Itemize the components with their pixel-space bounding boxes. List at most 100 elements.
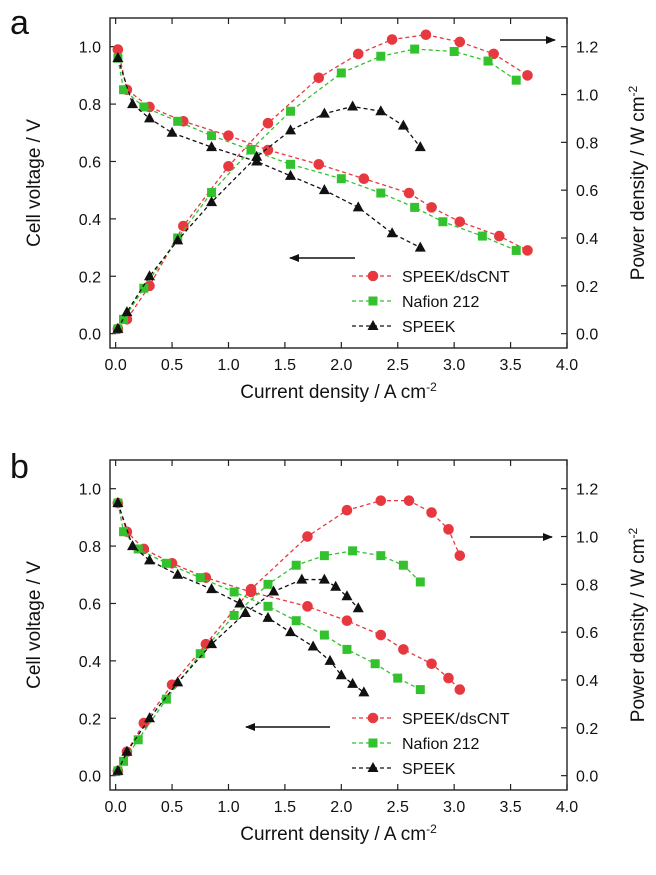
voltage-point-speek [324, 654, 336, 665]
y-left-tick-label: 0.6 [79, 596, 101, 613]
x-tick-label: 0.0 [105, 357, 127, 374]
x-axis-label-sup: -2 [426, 380, 437, 394]
y-right-axis-label: Power density / W cm-2 [626, 527, 649, 722]
power-point-nafion-212 [348, 546, 358, 556]
power-point-speek [330, 580, 342, 591]
power-point-nafion-212 [410, 44, 420, 54]
power-point-speek [397, 119, 409, 130]
voltage-point-nafion-212 [133, 544, 143, 554]
legend-marker-speek [367, 762, 379, 772]
power-point-nafion-212 [286, 106, 296, 116]
voltage-point-nafion-212 [336, 174, 346, 184]
power-point-speek [268, 585, 280, 596]
y-right-tick-label: 0.0 [576, 769, 598, 786]
voltage-point-speek [318, 184, 330, 195]
power-point-speek [347, 100, 359, 111]
x-tick-label: 0.5 [161, 357, 183, 374]
y-left-tick-label: 1.0 [79, 482, 101, 499]
y-left-tick-label: 0.8 [79, 539, 101, 556]
x-tick-label: 0.5 [161, 799, 183, 816]
voltage-line-speek-dscnt [117, 502, 461, 691]
voltage-point-nafion-212 [376, 188, 386, 198]
voltage-point-nafion-212 [415, 685, 425, 695]
power-point-nafion-212 [139, 283, 149, 293]
voltage-point-speek [127, 98, 139, 109]
voltage-point-speek [166, 126, 178, 137]
power-point-nafion-212 [133, 735, 143, 745]
voltage-point-speek [206, 583, 218, 594]
legend-marker-nafion-212 [368, 296, 378, 306]
voltage-point-speek [172, 568, 184, 579]
voltage-point-nafion-212 [511, 245, 521, 255]
power-point-speek-dscnt [488, 48, 499, 60]
y-left-axis-label: Cell voltage / V [24, 119, 45, 247]
power-point-speek-dscnt [375, 495, 387, 506]
voltage-point-nafion-212 [410, 202, 420, 212]
legend: SPEEK/dsCNT Nafion 212 SPEEK [352, 269, 510, 336]
power-point-nafion-212 [291, 560, 301, 570]
power-point-speek-dscnt [302, 531, 313, 542]
power-point-nafion-212 [263, 579, 273, 589]
y-right-tick-label: 0.2 [576, 721, 598, 738]
plot-frame [109, 17, 568, 349]
power-point-speek-dscnt [443, 524, 454, 535]
voltage-point-nafion-212 [173, 116, 183, 126]
y-right-tick-label: 0.4 [576, 673, 598, 690]
voltage-point-speek [206, 141, 218, 152]
voltage-point-nafion-212 [229, 587, 239, 597]
voltage-point-nafion-212 [195, 573, 205, 583]
voltage-point-speek-dscnt [522, 245, 533, 256]
y-right-tick-label: 0.6 [576, 183, 598, 200]
voltage-point-speek [143, 554, 155, 565]
power-point-nafion-212 [376, 51, 386, 61]
x-axis-label-sup: -2 [426, 822, 437, 836]
voltage-point-speek [358, 686, 370, 697]
y-right-tick-label: 1.0 [576, 88, 598, 105]
power-point-nafion-212 [229, 610, 239, 620]
power-point-speek [352, 602, 364, 613]
legend-marker-speek-dscnt [367, 712, 379, 724]
voltage-point-nafion-212 [161, 558, 171, 568]
panel-letter: b [10, 448, 29, 486]
legend-label-speek-dscnt: SPEEK/dsCNT [402, 711, 510, 728]
x-tick-label: 2.5 [387, 357, 409, 374]
legend-marker-speek [367, 320, 379, 330]
power-point-speek-dscnt [245, 583, 257, 595]
power-point-nafion-212 [483, 56, 493, 66]
voltage-point-nafion-212 [207, 131, 217, 141]
y-right-tick-label: 0.4 [576, 231, 598, 248]
power-point-speek [112, 764, 124, 775]
power-point-speek [341, 590, 353, 601]
plot-frame [109, 459, 568, 791]
legend-label-speek-dscnt: SPEEK/dsCNT [402, 269, 510, 286]
y-left-axis-label: Cell voltage / V [24, 561, 45, 689]
power-point-speek-dscnt [341, 504, 353, 516]
voltage-point-speek-dscnt [443, 672, 454, 684]
voltage-point-speek-dscnt [302, 601, 313, 612]
voltage-point-nafion-212 [263, 601, 273, 611]
power-point-nafion-212 [161, 694, 171, 704]
voltage-point-speek-dscnt [375, 629, 387, 641]
x-tick-label: 3.0 [443, 357, 465, 374]
legend: SPEEK/dsCNT Nafion 212 SPEEK [352, 711, 510, 778]
power-point-nafion-212 [449, 46, 459, 56]
power-point-nafion-212 [207, 188, 217, 198]
power-point-speek [375, 105, 387, 116]
voltage-point-nafion-212 [119, 85, 129, 95]
voltage-point-speek [262, 611, 274, 622]
power-point-speek-dscnt [403, 495, 415, 506]
voltage-point-speek [234, 597, 246, 608]
x-tick-label: 3.5 [499, 799, 521, 816]
voltage-point-speek-dscnt [398, 644, 409, 655]
voltage-point-speek [143, 112, 155, 123]
y-right-tick-label: 0.8 [576, 577, 598, 594]
y-left-tick-label: 0.0 [79, 327, 101, 344]
voltage-point-speek [112, 52, 124, 63]
y-left-tick-label: 0.2 [79, 269, 101, 286]
voltage-point-nafion-212 [393, 673, 403, 683]
y-right-tick-label: 1.0 [576, 530, 598, 547]
voltage-point-nafion-212 [291, 616, 301, 626]
y-right-axis-label-sup: -2 [626, 85, 640, 96]
power-point-speek-dscnt [223, 160, 234, 172]
